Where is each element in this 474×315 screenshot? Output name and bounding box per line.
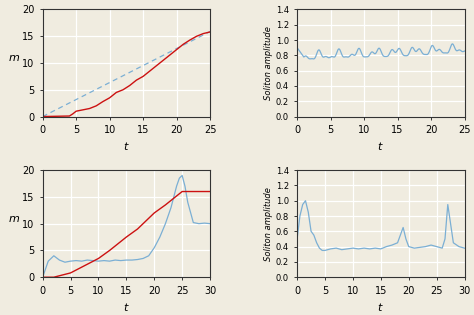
X-axis label: $t$: $t$ (377, 301, 384, 313)
X-axis label: $t$: $t$ (377, 140, 384, 152)
X-axis label: $t$: $t$ (123, 301, 130, 313)
Y-axis label: Soliton amplitude: Soliton amplitude (264, 187, 273, 261)
Y-axis label: Soliton amplitude: Soliton amplitude (264, 26, 273, 100)
Y-axis label: $m$: $m$ (8, 214, 19, 224)
X-axis label: $t$: $t$ (123, 140, 130, 152)
Y-axis label: $m$: $m$ (8, 53, 19, 63)
